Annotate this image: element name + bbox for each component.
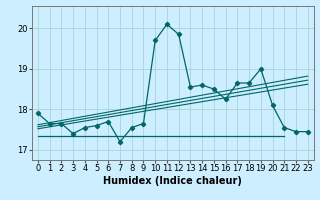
X-axis label: Humidex (Indice chaleur): Humidex (Indice chaleur)	[103, 176, 242, 186]
